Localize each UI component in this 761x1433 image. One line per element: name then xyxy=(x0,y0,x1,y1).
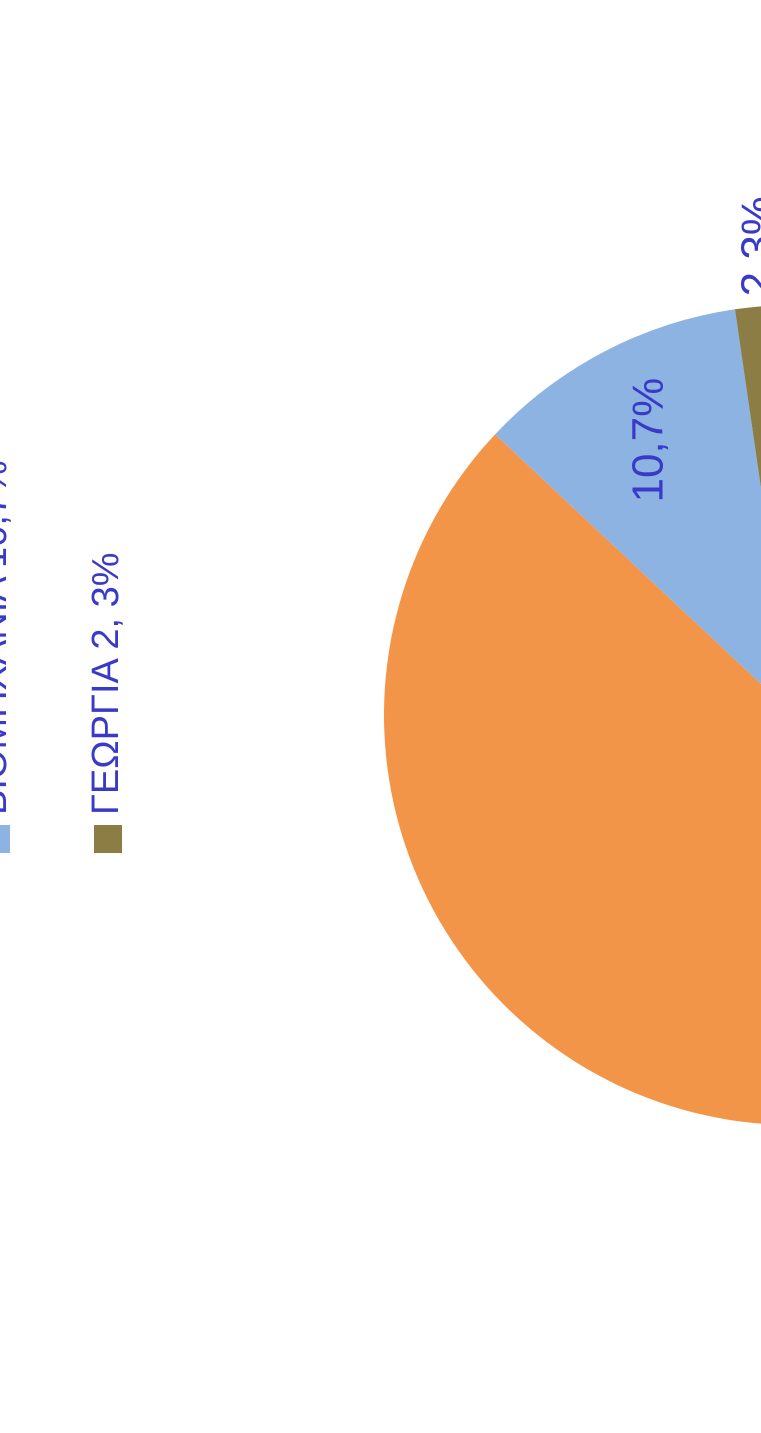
pie-slice-1 xyxy=(495,309,761,715)
legend: ΥΠΗΡΕΣΙΕΣ 87%ΒΙΟΜΗΧΑΝΙΑ 10,7%ΓΕΩΡΓΙΑ 2, … xyxy=(0,460,127,853)
legend-label-2: ΓΕΩΡΓΙΑ 2, 3% xyxy=(85,553,127,816)
legend-label-1: ΒΙΟΜΗΧΑΝΙΑ 10,7% xyxy=(0,460,15,815)
legend-swatch-2 xyxy=(94,825,122,853)
rotated-chart-group: 87%10,7%2,3% ΥΠΗΡΕΣΙΕΣ 87%ΒΙΟΜΗΧΑΝΙΑ 10,… xyxy=(0,196,761,1125)
pie-slice-labels: 87%10,7%2,3% xyxy=(623,196,761,503)
slice-label-1: 10,7% xyxy=(623,378,672,503)
pie-slice-0 xyxy=(384,305,761,1125)
legend-swatch-1 xyxy=(0,825,10,853)
pie-slice-2 xyxy=(734,305,761,715)
slice-label-2: 2,3% xyxy=(733,196,761,296)
pie-slices xyxy=(384,305,761,1125)
